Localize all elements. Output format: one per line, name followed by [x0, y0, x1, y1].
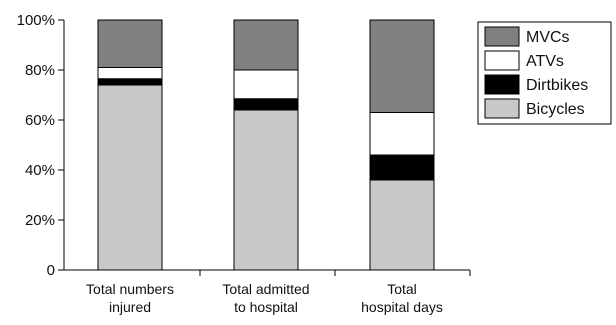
- y-tick-label: 20%: [25, 212, 55, 229]
- bar-segment-dirtbikes: [233, 98, 299, 111]
- plot-area: 0 20% 40% 60% 80% 100% Total numbers injured Tot…: [17, 12, 471, 315]
- bar-segment-mvcs: [369, 19, 435, 113]
- bar-segment-atvs: [369, 112, 435, 156]
- bar-segment-bicycles: [97, 84, 163, 271]
- y-tick-label: 40%: [25, 162, 55, 179]
- legend-swatch-mvcs: [484, 26, 520, 47]
- x-category-label: hospital days: [361, 299, 443, 315]
- legend: MVCs ATVs Dirtbikes Bicycles: [477, 21, 612, 125]
- legend-label-bicycles: Bicycles: [526, 101, 585, 118]
- y-tick-label: 60%: [25, 112, 55, 129]
- bar-segment-bicycles: [369, 179, 435, 271]
- y-tick-label: 100%: [17, 12, 55, 29]
- legend-swatch-atvs: [484, 50, 520, 71]
- bar-segment-atvs: [97, 67, 163, 80]
- bar-segment-bicycles: [233, 109, 299, 271]
- x-category-label: to hospital: [234, 299, 298, 315]
- legend-label-dirtbikes: Dirtbikes: [526, 77, 588, 94]
- x-category-label: Total numbers: [86, 281, 174, 297]
- bar-segment-dirtbikes: [97, 78, 163, 86]
- bar-segment-dirtbikes: [369, 154, 435, 181]
- bar-segment-atvs: [233, 69, 299, 100]
- x-category-label: Total admitted: [222, 281, 309, 297]
- x-category-label: injured: [109, 299, 151, 315]
- legend-label-mvcs: MVCs: [526, 29, 570, 46]
- legend-label-atvs: ATVs: [526, 53, 564, 70]
- x-category-label: Total: [387, 281, 417, 297]
- bar-segment-mvcs: [97, 19, 163, 68]
- legend-swatch-dirtbikes: [484, 74, 520, 95]
- bar-segment-mvcs: [233, 19, 299, 71]
- legend-swatch-bicycles: [484, 98, 520, 119]
- y-tick-label: 80%: [25, 62, 55, 79]
- y-tick-label: 0: [47, 262, 55, 279]
